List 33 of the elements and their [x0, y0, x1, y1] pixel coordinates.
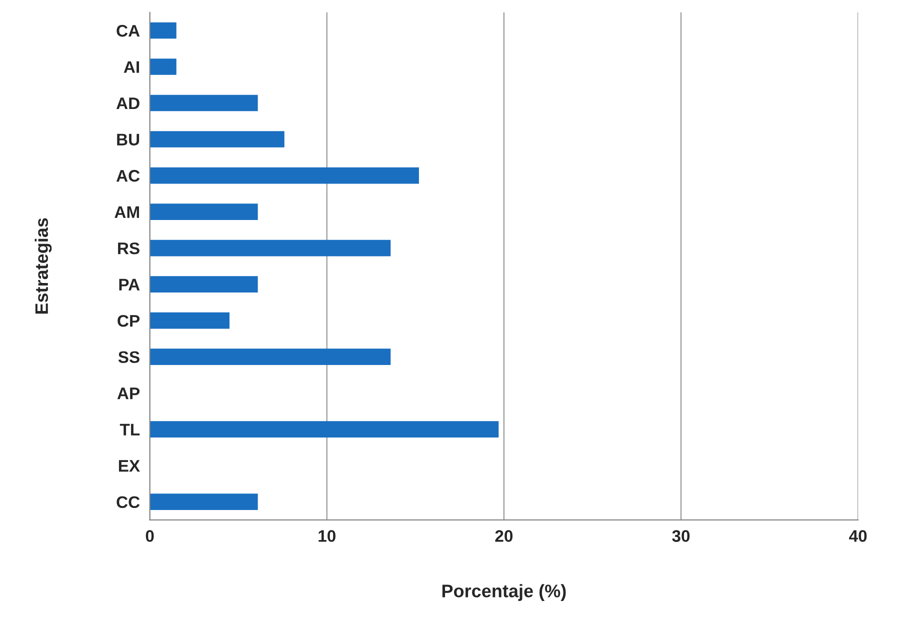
y-tick-label: BU: [117, 134, 140, 146]
bar: [150, 494, 258, 510]
x-tick-label: 30: [672, 530, 690, 542]
y-tick-label: RS: [118, 242, 140, 254]
bar: [150, 22, 176, 39]
y-tick-label: SS: [118, 351, 140, 364]
y-tick-label: CA: [116, 24, 140, 37]
y-tick-label: AD: [116, 98, 140, 110]
y-axis-title: Estrategias: [34, 218, 52, 314]
y-tick-label: AC: [116, 170, 140, 182]
x-tick-label: 40: [849, 530, 867, 542]
x-tick-label: 0: [146, 530, 154, 542]
x-axis-title: Porcentaje (%): [442, 584, 566, 601]
bar: [150, 312, 230, 329]
bar: [150, 204, 258, 220]
bar: [150, 348, 391, 365]
bar: [150, 240, 391, 256]
y-tick-label: TL: [120, 424, 140, 436]
y-tick-label: AP: [117, 388, 140, 400]
x-tick-label: 20: [495, 530, 513, 542]
y-tick-label: EX: [118, 460, 140, 472]
y-tick-label: PA: [119, 278, 140, 290]
y-tick-label: AI: [124, 61, 139, 73]
bar: [150, 167, 419, 184]
x-tick-label: 10: [318, 530, 336, 542]
bar: [150, 276, 258, 292]
y-tick-label: CP: [118, 314, 140, 327]
bar: [150, 94, 258, 112]
bar: [150, 58, 176, 75]
y-tick-label: CC: [116, 496, 140, 508]
y-tick-label: AM: [114, 206, 139, 218]
bar: [150, 421, 499, 438]
bar: [150, 131, 284, 148]
